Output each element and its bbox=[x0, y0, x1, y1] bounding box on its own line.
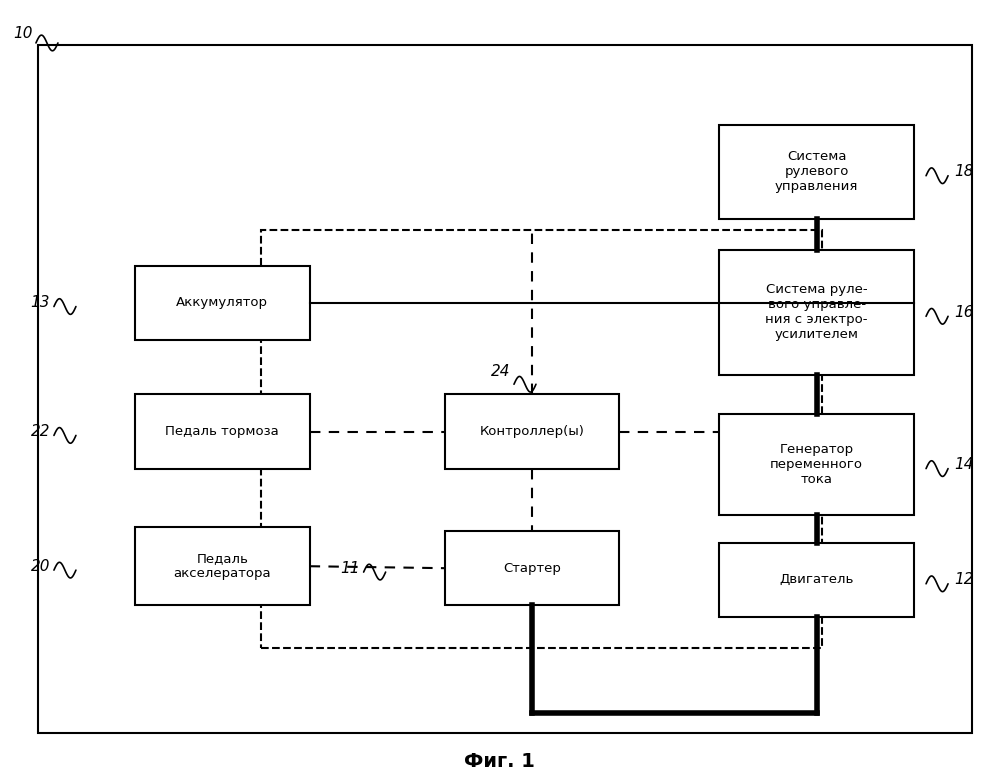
Bar bbox=[135, 394, 310, 469]
Bar bbox=[719, 125, 914, 219]
Text: Педаль тормоза: Педаль тормоза bbox=[166, 425, 279, 438]
Bar bbox=[719, 414, 914, 515]
Bar bbox=[261, 230, 821, 648]
Bar bbox=[135, 266, 310, 340]
Text: 22: 22 bbox=[30, 424, 50, 439]
Text: 18: 18 bbox=[954, 164, 974, 180]
Text: Стартер: Стартер bbox=[503, 562, 560, 575]
Bar bbox=[38, 45, 972, 733]
Bar bbox=[719, 250, 914, 375]
Text: 14: 14 bbox=[954, 457, 974, 473]
Text: Аккумулятор: Аккумулятор bbox=[176, 296, 269, 309]
Text: Двигатель: Двигатель bbox=[779, 573, 854, 587]
Text: 12: 12 bbox=[954, 572, 974, 587]
Text: Контроллер(ы): Контроллер(ы) bbox=[480, 425, 584, 438]
Bar bbox=[445, 394, 619, 469]
Bar bbox=[719, 543, 914, 617]
Text: Система
рулевого
управления: Система рулевого управления bbox=[775, 150, 858, 194]
Text: Генератор
переменного
тока: Генератор переменного тока bbox=[770, 443, 863, 487]
Text: 13: 13 bbox=[30, 295, 50, 310]
Text: 20: 20 bbox=[30, 558, 50, 574]
Text: Педаль
акселератора: Педаль акселератора bbox=[174, 552, 271, 580]
Text: 11: 11 bbox=[340, 561, 360, 576]
Text: 16: 16 bbox=[954, 305, 974, 320]
Text: 24: 24 bbox=[491, 364, 509, 379]
Text: 10: 10 bbox=[13, 27, 33, 41]
Bar bbox=[135, 527, 310, 605]
Bar bbox=[445, 531, 619, 605]
Text: Система руле-
вого управле-
ния с электро-
усилителем: Система руле- вого управле- ния с электр… bbox=[765, 284, 868, 341]
Text: Фиг. 1: Фиг. 1 bbox=[465, 752, 534, 771]
